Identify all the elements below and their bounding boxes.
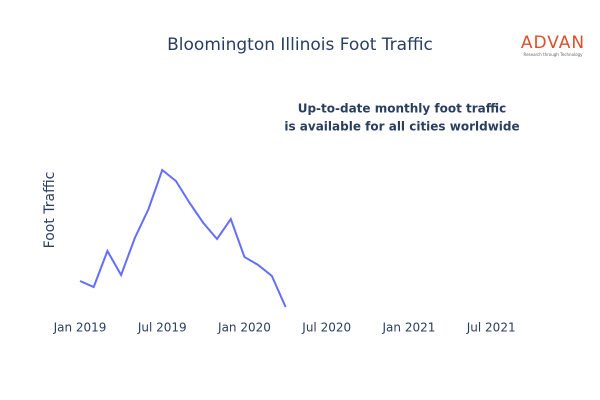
data-line [79, 168, 287, 308]
x-tick-label: Jul 2019 [137, 321, 187, 335]
y-axis-title: Foot Traffic [42, 172, 58, 249]
x-tick-label: Jul 2021 [466, 321, 516, 335]
annotation: Up-to-date monthly foot traffic [298, 102, 507, 116]
x-tick-label: Jan 2020 [217, 321, 271, 335]
logo-tagline: Research through Technology [523, 52, 583, 57]
x-tick-label: Jan 2021 [382, 321, 436, 335]
logo-name: ADVAN [521, 33, 585, 53]
annotation: is available for all cities worldwide [284, 120, 519, 134]
x-tick-label: Jan 2019 [53, 321, 107, 335]
x-tick-label: Jul 2020 [301, 321, 351, 335]
chart-title: Bloomington Illinois Foot Traffic [167, 35, 433, 55]
